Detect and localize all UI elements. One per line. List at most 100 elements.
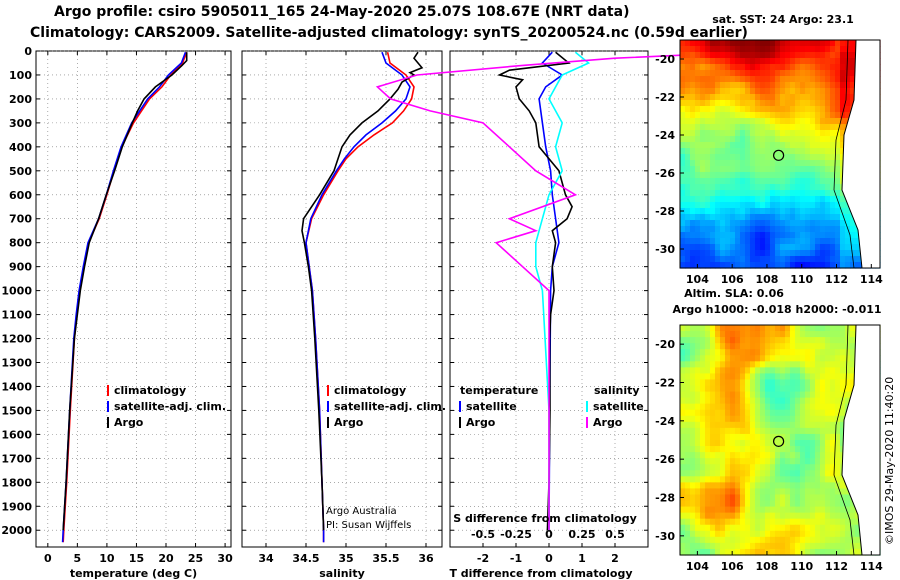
map-pixel <box>795 106 801 113</box>
map-pixel <box>800 433 806 441</box>
map-pixel <box>795 88 801 95</box>
map-pixel <box>840 512 846 520</box>
map-pixel <box>815 397 821 405</box>
map-pixel <box>775 184 781 191</box>
map-pixel <box>720 262 726 269</box>
map-pixel <box>710 208 716 215</box>
map-pixel <box>740 536 746 544</box>
map-pixel <box>730 488 736 496</box>
map-pixel <box>705 244 711 251</box>
map-pixel <box>700 482 706 490</box>
map-pixel <box>835 452 841 459</box>
map-pixel <box>685 130 691 137</box>
map-pixel <box>695 160 701 167</box>
map-pixel <box>790 88 796 95</box>
map-pixel <box>830 433 836 441</box>
map-pixel <box>790 433 796 441</box>
map-pixel <box>785 488 791 496</box>
y-tick-label: 200 <box>9 93 32 106</box>
map-pixel <box>680 452 686 459</box>
map-pixel <box>820 112 826 119</box>
map-pixel <box>825 250 831 257</box>
map-pixel <box>825 82 831 89</box>
map-pixel <box>690 355 696 362</box>
map-pixel <box>830 160 836 167</box>
map-pixel <box>720 397 726 405</box>
map-pixel <box>775 136 781 143</box>
map-pixel <box>685 202 691 209</box>
map-pixel <box>775 548 781 556</box>
map-pixel <box>805 530 811 538</box>
map-pixel <box>845 232 851 239</box>
map-pixel <box>720 488 726 496</box>
map-pixel <box>765 250 771 257</box>
map-pixel <box>795 64 801 71</box>
map-pixel <box>710 470 716 477</box>
map-pixel <box>745 446 751 453</box>
map-pixel <box>755 379 761 387</box>
map-pixel <box>825 524 831 532</box>
map-pixel <box>770 548 776 556</box>
map-pixel <box>790 397 796 405</box>
map-pixel <box>715 548 721 556</box>
map-pixel <box>755 397 761 405</box>
map-pixel <box>830 518 836 526</box>
map-pixel <box>775 88 781 95</box>
map-pixel <box>730 58 736 65</box>
map-pixel <box>695 494 701 502</box>
map-pixel <box>725 464 731 471</box>
map-pixel <box>740 178 746 185</box>
map-pixel <box>810 337 816 344</box>
map-pixel <box>695 512 701 520</box>
map-pixel <box>710 403 716 411</box>
map-pixel <box>795 40 801 47</box>
map-pixel <box>740 349 746 356</box>
map-pixel <box>680 427 686 435</box>
map-pixel <box>800 325 806 332</box>
x-tick-label: -2 <box>477 552 489 565</box>
map-pixel <box>760 409 766 417</box>
map-pixel <box>750 94 756 101</box>
map-pixel <box>800 94 806 101</box>
map-pixel <box>795 367 801 375</box>
map-pixel <box>780 518 786 526</box>
map-pixel <box>840 58 846 65</box>
map-pixel <box>700 331 706 338</box>
map-pixel <box>815 190 821 197</box>
legend-label: climatology <box>334 384 406 397</box>
map-pixel <box>725 190 731 197</box>
map-pixel <box>720 379 726 387</box>
map-pixel <box>695 379 701 387</box>
map-pixel <box>785 178 791 185</box>
map-pixel <box>770 500 776 508</box>
map-pixel <box>750 256 756 263</box>
map-pixel <box>810 452 816 459</box>
map-pixel <box>760 470 766 477</box>
map-pixel <box>770 440 776 447</box>
map-pixel <box>760 482 766 490</box>
map-pixel <box>795 470 801 477</box>
map-pixel <box>825 100 831 107</box>
x-tick-label: 0 <box>545 552 553 565</box>
map-pixel <box>800 106 806 113</box>
map-pixel <box>690 536 696 544</box>
map-pixel <box>785 397 791 405</box>
map-pixel <box>825 202 831 209</box>
map-pixel <box>815 482 821 490</box>
map-pixel <box>745 124 751 131</box>
map-pixel <box>790 355 796 362</box>
map-pixel <box>840 148 846 155</box>
map-pixel <box>825 452 831 459</box>
map-pixel <box>780 160 786 167</box>
map-pixel <box>725 331 731 338</box>
y-tick-label: 2000 <box>1 524 32 537</box>
map-pixel <box>710 154 716 161</box>
map-pixel <box>705 391 711 399</box>
map-pixel <box>720 452 726 459</box>
map-pixel <box>730 190 736 197</box>
map-pixel <box>805 536 811 544</box>
map-pixel <box>755 415 761 423</box>
map-pixel <box>805 190 811 197</box>
map-pixel <box>795 409 801 417</box>
map-pixel <box>760 397 766 405</box>
